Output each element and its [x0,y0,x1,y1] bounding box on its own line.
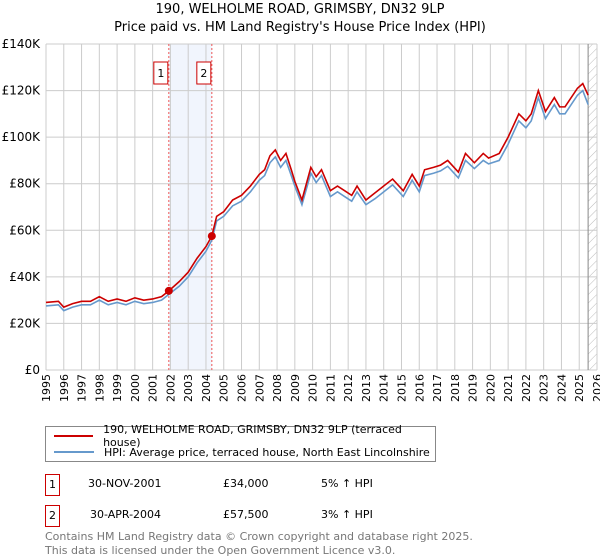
x-tick-label: 1997 [76,374,89,402]
x-tick-label: 2022 [520,374,533,402]
x-tick-label: 2002 [164,374,177,402]
x-tick-label: 2001 [147,374,160,402]
transaction-hpi: 3% ↑ HPI [321,508,373,521]
property-price-line [45,82,589,309]
sale-label: 2 [200,67,207,80]
x-tick-label: 2007 [253,374,266,402]
transaction-badge: 2 [45,505,60,527]
sale-label-box [153,61,169,85]
transaction-row: 1 30-NOV-2001 £34,000 5% ↑ HPI [45,474,545,496]
x-tick-label: 2003 [182,374,195,402]
transaction-badge: 1 [45,474,60,496]
x-tick-label: 2023 [538,374,551,402]
x-tick-label: 2016 [413,374,426,402]
x-tick-label: 2010 [307,374,320,402]
x-tick-label: 1995 [40,374,53,402]
forecast-hatch [588,44,597,370]
x-tick-label: 2013 [360,374,373,402]
x-tick-label: 2018 [449,374,462,402]
legend-swatch-hpi [54,451,94,453]
x-tick-label: 2004 [200,374,213,402]
transaction-row: 2 30-APR-2004 £57,500 3% ↑ HPI [45,505,545,527]
x-tick-label: 2017 [431,374,444,402]
x-tick-label: 2014 [378,374,391,402]
y-tick-label: £0 [25,363,40,377]
x-tick-label: 1999 [111,374,124,402]
y-tick-label: £140K [2,37,42,51]
legend-label-property: 190, WELHOLME ROAD, GRIMSBY, DN32 9LP (t… [103,423,402,449]
sale-label: 1 [157,67,164,80]
y-tick-label: £40K [9,270,41,284]
x-tick-label: 2006 [236,374,249,402]
x-tick-label: 2011 [324,374,337,402]
x-tick-label: 2024 [555,374,568,402]
transaction-date: 30-APR-2004 [90,508,162,521]
sale-label-box [196,61,212,85]
transaction-date: 30-NOV-2001 [88,477,162,490]
x-tick-label: 2026 [591,374,600,402]
legend-label-hpi: HPI: Average price, terraced house, Nort… [104,445,430,459]
x-tick-label: 2021 [502,374,515,402]
sale-point [164,286,173,295]
chart-title: 190, WELHOLME ROAD, GRIMSBY, DN32 9LP [155,2,445,17]
x-tick-label: 2009 [289,374,302,402]
x-tick-label: 2025 [573,374,586,402]
x-tick-label: 1998 [93,374,106,402]
x-tick-label: 2015 [395,374,408,402]
x-tick-label: 2019 [467,374,480,402]
hpi-line [45,89,589,312]
legend: 190, WELHOLME ROAD, GRIMSBY, DN32 9LP (t… [45,423,436,462]
transaction-price: £34,000 [223,477,269,490]
footer-copyright: Contains HM Land Registry data © Crown c… [45,530,473,543]
y-tick-label: £20K [9,316,41,330]
legend-swatch-property [54,435,94,437]
y-tick-label: £80K [9,177,41,191]
x-tick-label: 2005 [218,374,231,402]
x-tick-label: 2000 [129,374,142,402]
price-chart: 1995 1996 1997 1998 1999 2000 2001 2002 2003 2004… [2,37,600,402]
transaction-price: £57,500 [223,508,269,521]
x-tick-label: 2012 [342,374,355,402]
sale-point [207,232,216,241]
y-tick-label: £120K [2,84,42,98]
chart-subtitle: Price paid vs. HM Land Registry's House … [114,20,486,35]
x-tick-label: 2008 [271,374,284,402]
transaction-hpi: 5% ↑ HPI [321,477,373,490]
x-tick-label: 1996 [58,374,71,402]
sale-period-shading [168,44,212,370]
y-tick-label: £100K [2,130,42,144]
x-tick-label: 2020 [484,374,497,402]
footer-licence: This data is licensed under the Open Gov… [45,544,396,557]
y-tick-label: £60K [9,223,41,237]
